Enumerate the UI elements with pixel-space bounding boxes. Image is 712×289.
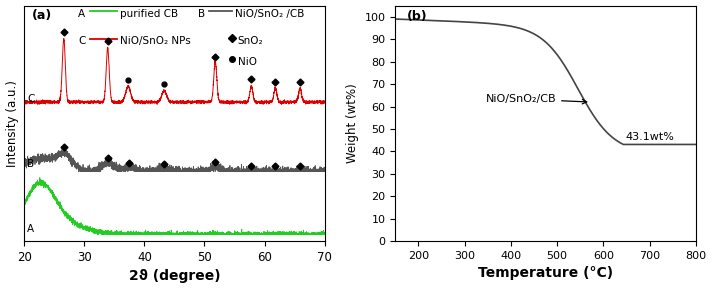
Text: NiO/SnO₂ /CB: NiO/SnO₂ /CB <box>234 9 304 19</box>
Text: B: B <box>27 159 34 169</box>
Text: A: A <box>27 224 34 234</box>
Y-axis label: Intensity (a.u.): Intensity (a.u.) <box>6 80 19 167</box>
Text: NiO/SnO₂/CB: NiO/SnO₂/CB <box>486 94 587 104</box>
Text: B: B <box>199 9 206 19</box>
Text: C: C <box>78 36 85 46</box>
Text: C: C <box>27 94 34 104</box>
Text: (b): (b) <box>407 10 428 23</box>
X-axis label: Temperature (°C): Temperature (°C) <box>478 266 613 280</box>
Text: purified CB: purified CB <box>120 9 179 19</box>
Text: A: A <box>78 9 85 19</box>
Text: NiO/SnO₂ NPs: NiO/SnO₂ NPs <box>120 36 191 46</box>
Text: (a): (a) <box>31 9 52 22</box>
Y-axis label: Weight (wt%): Weight (wt%) <box>346 84 359 163</box>
Text: 43.1wt%: 43.1wt% <box>626 132 674 142</box>
Text: SnO₂: SnO₂ <box>238 36 263 46</box>
Text: NiO: NiO <box>238 58 256 67</box>
X-axis label: 2ϑ (degree): 2ϑ (degree) <box>129 269 220 284</box>
